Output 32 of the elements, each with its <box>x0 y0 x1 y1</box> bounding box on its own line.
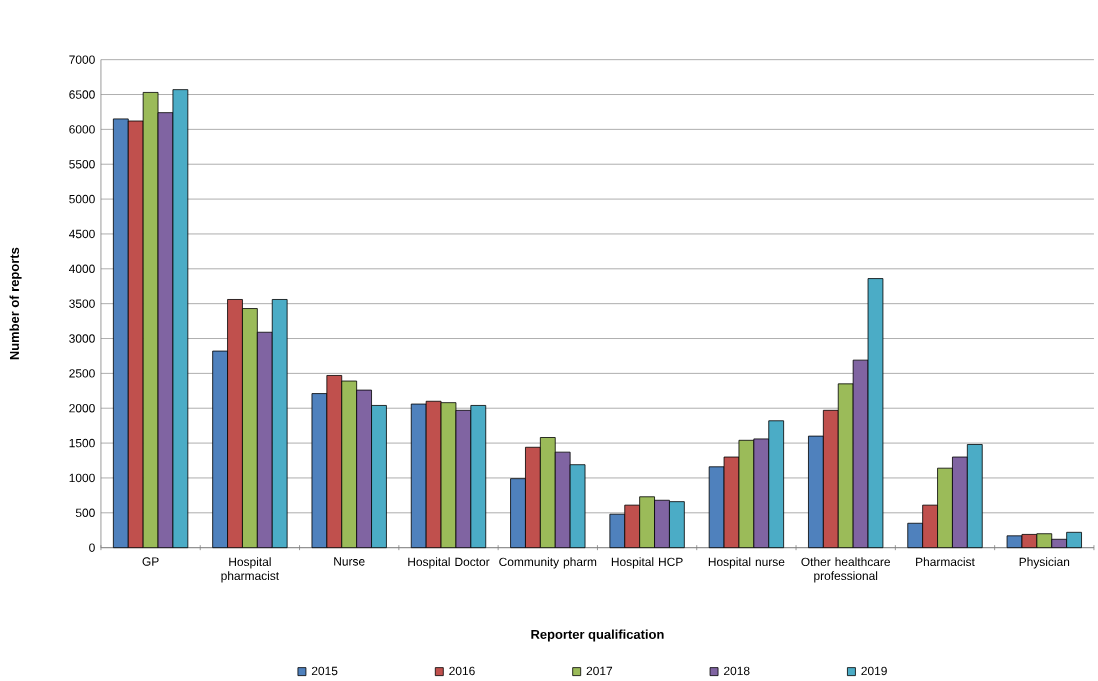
legend-label: 2017 <box>586 666 613 676</box>
y-tick-label: 500 <box>75 508 95 518</box>
x-tick-label: GP <box>142 557 159 566</box>
y-tick-label: 5000 <box>69 195 95 204</box>
y-tick-label: 0 <box>89 543 95 553</box>
y-tick-label: 5500 <box>69 160 95 169</box>
x-tick-label: Physician <box>1019 557 1070 569</box>
x-tick-label: Hospital nurse <box>708 557 785 569</box>
y-tick-label: 3000 <box>69 334 95 343</box>
x-tick-label: Nurse <box>334 557 365 566</box>
legend-label: 2018 <box>724 666 750 676</box>
y-tick-label: 7000 <box>69 55 95 65</box>
x-tick-label: Hospital Doctor <box>408 557 490 569</box>
y-tick-label: 2000 <box>69 404 95 413</box>
y-tick-label: 1500 <box>69 439 95 448</box>
legend-label: 2016 <box>449 666 475 676</box>
legend-label: 2015 <box>311 666 338 676</box>
legend-label: 2019 <box>861 666 887 676</box>
x-tick-label: Community pharm <box>499 557 597 569</box>
x-axis-title: Reporter qualification <box>531 629 664 642</box>
y-tick-label: 1000 <box>69 473 95 483</box>
y-tick-label: 4000 <box>68 264 95 274</box>
x-tick-label: Other healthcare professional <box>801 557 890 583</box>
y-tick-label: 4500 <box>68 229 95 239</box>
y-tick-label: 6500 <box>69 90 95 99</box>
y-axis-title: Number of reports <box>9 247 22 360</box>
x-tick-label: Hospital pharmacist <box>221 557 280 583</box>
y-tick-label: 6000 <box>69 125 95 134</box>
y-tick-label: 3500 <box>69 299 95 309</box>
x-tick-label: Hospital HCP <box>611 557 683 569</box>
x-tick-label: Pharmacist <box>916 557 975 567</box>
y-tick-label: 2500 <box>69 369 95 378</box>
